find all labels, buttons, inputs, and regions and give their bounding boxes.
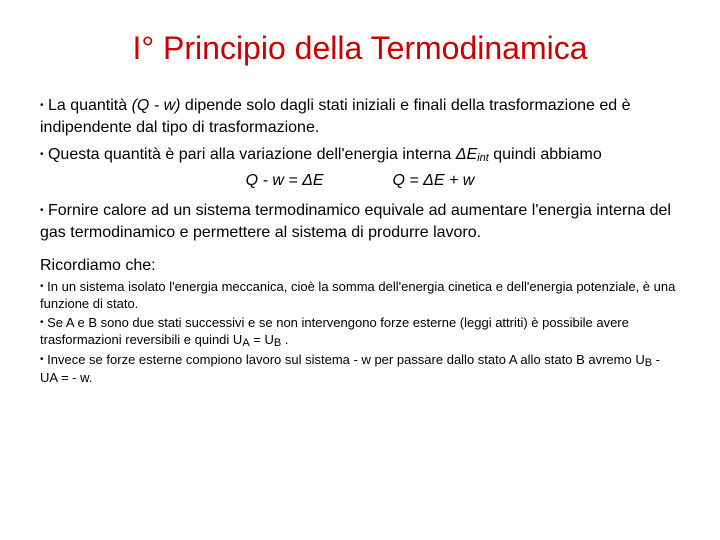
subscript-int: int xyxy=(477,152,489,164)
small-1-text: In un sistema isolato l'energia meccanic… xyxy=(40,279,675,311)
small-bullet-3: • Invece se forze esterne compiono lavor… xyxy=(40,352,680,387)
slide-container: { "colors": { "title": "#cc0000", "body"… xyxy=(0,0,720,409)
small-bullet-2: • Se A e B sono due stati successivi e s… xyxy=(40,315,680,350)
delta-e: ΔE xyxy=(456,146,477,163)
bullet-mark: • xyxy=(40,317,44,328)
bullet-mark: • xyxy=(40,149,44,160)
bullet-mark: • xyxy=(40,100,44,111)
section-label: Ricordiamo che: xyxy=(40,257,680,275)
small-2-post: . xyxy=(281,332,288,347)
sub-b2: B xyxy=(645,357,652,369)
bullet-3-text: Fornire calore ad un sistema termodinami… xyxy=(40,202,671,241)
formula-2: Q = ΔE + w xyxy=(392,172,474,189)
bullet-1: • La quantità (Q - w) dipende solo dagli… xyxy=(40,95,680,138)
bullet-mark: • xyxy=(40,354,44,365)
bullet-1-pre: La quantità xyxy=(48,97,132,114)
bullet-mark: • xyxy=(40,281,44,292)
formula-row: Q - w = ΔE Q = ΔE + w xyxy=(40,172,680,190)
small-2-pre: Se A e B sono due stati successivi e se … xyxy=(40,315,629,347)
bullet-2-post: quindi abbiamo xyxy=(489,146,602,163)
bullet-3: • Fornire calore ad un sistema termodina… xyxy=(40,200,680,243)
small-bullet-1: • In un sistema isolato l'energia meccan… xyxy=(40,279,680,313)
sub-a: A xyxy=(242,337,249,349)
bullet-2: • Questa quantità è pari alla variazione… xyxy=(40,144,680,166)
bullet-2-pre: Questa quantità è pari alla variazione d… xyxy=(48,146,456,163)
small-3-pre: Invece se forze esterne compiono lavoro … xyxy=(47,352,645,367)
slide-title: I° Principio della Termodinamica xyxy=(40,30,680,67)
small-2-mid: = U xyxy=(250,332,274,347)
bullet-mark: • xyxy=(40,205,44,216)
formula-1: Q - w = ΔE xyxy=(246,172,324,189)
bullet-1-italic: (Q - w) xyxy=(132,97,181,114)
